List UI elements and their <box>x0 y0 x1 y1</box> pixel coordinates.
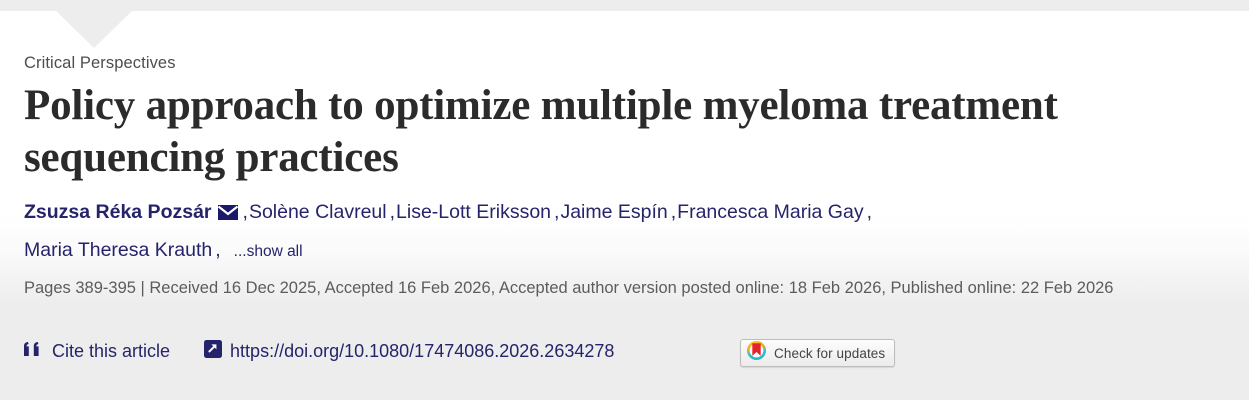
author-separator-3: , <box>554 201 560 223</box>
cite-this-article-button[interactable]: Cite this article <box>24 341 170 362</box>
author-separator-5: , <box>866 201 872 223</box>
show-all-authors-link[interactable]: ...show all <box>233 243 303 260</box>
author-link-4[interactable]: Jaime Espín <box>560 201 668 223</box>
author-link-2[interactable]: Solène Clavreul <box>248 201 387 223</box>
top-gray-bar <box>0 0 1249 11</box>
doi-link[interactable]: https://doi.org/10.1080/17474086.2026.26… <box>204 340 614 363</box>
author-link-6[interactable]: Maria Theresa Krauth <box>24 239 213 261</box>
author-separator-1: , <box>242 201 248 223</box>
author-separator-6: , <box>215 239 221 261</box>
quote-icon <box>24 341 43 362</box>
envelope-icon[interactable] <box>217 196 238 232</box>
author-link-1[interactable]: Zsuzsa Réka Pozsár <box>24 201 212 223</box>
check-for-updates-label: Check for updates <box>774 345 886 361</box>
tab-pointer-notch <box>55 10 133 48</box>
author-separator-4: , <box>670 201 677 223</box>
author-separator-2: , <box>389 201 396 223</box>
cite-this-article-label: Cite this article <box>52 341 171 361</box>
author-link-3[interactable]: Lise-Lott Eriksson <box>396 201 552 223</box>
article-actions: Cite this article https://doi.org/10.108… <box>24 340 614 363</box>
author-list: Zsuzsa Réka Pozsár ,Solène Clavreul ,Lise-… <box>24 194 1214 270</box>
doi-link-label: https://doi.org/10.1080/17474086.2026.26… <box>230 341 615 361</box>
external-link-icon <box>204 340 223 363</box>
check-for-updates-badge[interactable]: Check for updates <box>740 339 896 367</box>
article-content: Critical Perspectives Policy approach to… <box>24 52 1229 303</box>
page-title: Policy approach to optimize multiple mye… <box>24 82 1058 181</box>
crossmark-logo-icon <box>746 340 767 366</box>
article-metadata: Pages 389-395 | Received 16 Dec 2025, Ac… <box>24 279 1114 297</box>
article-type-label: Critical Perspectives <box>24 54 176 72</box>
author-link-5[interactable]: Francesca Maria Gay <box>677 201 864 223</box>
